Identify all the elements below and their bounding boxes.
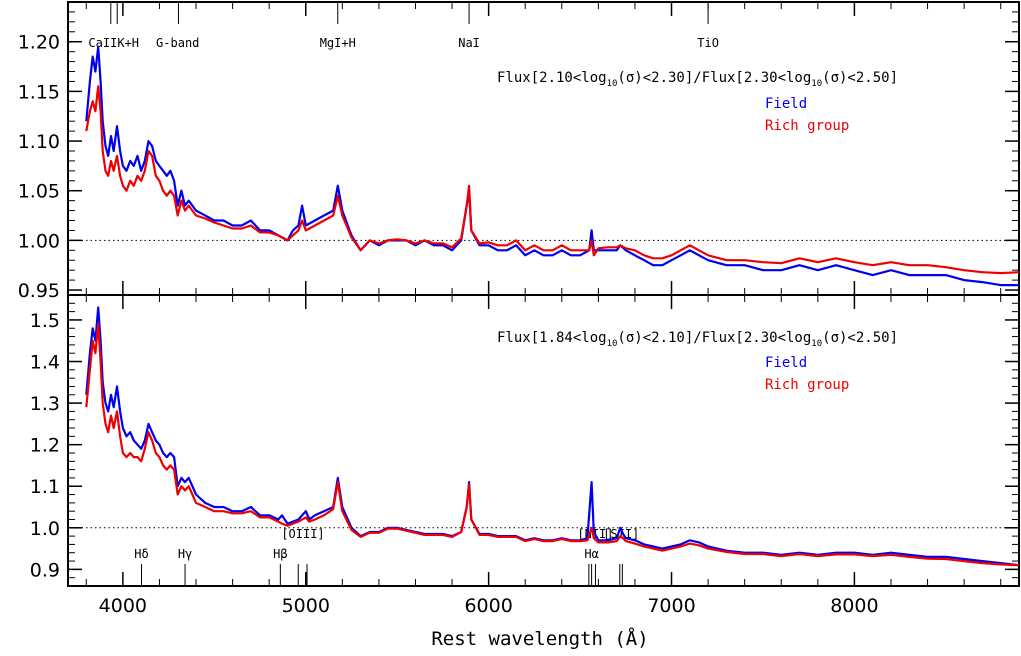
y-tick-label: 1.20 xyxy=(18,32,60,54)
feature-label: Hγ xyxy=(178,547,192,561)
feature-label: G-band xyxy=(156,36,199,50)
y-tick-label: 1.2 xyxy=(30,435,60,457)
y-tick-label: 1.0 xyxy=(30,518,60,540)
legend-field: Field xyxy=(765,96,807,112)
x-axis: 4000 5000 6000 7000 8000 Rest wavelength (Å) xyxy=(99,595,879,650)
feature-label: CaIIK+H xyxy=(88,36,139,50)
panel-frame xyxy=(67,294,1020,587)
feature-label: MgI+H xyxy=(320,36,356,50)
y-tick-label: 0.95 xyxy=(18,280,60,302)
legend-field: Field xyxy=(765,355,807,371)
feature-label: Hβ xyxy=(273,547,287,561)
legend-rich-group: Rich group xyxy=(765,118,849,134)
x-tick-label: 6000 xyxy=(464,595,512,617)
legend-rich-group: Rich group xyxy=(765,377,849,393)
y-tick-label: 1.15 xyxy=(18,81,60,103)
feature-label: [SII] xyxy=(603,527,639,541)
feature-label: [OIII] xyxy=(281,527,324,541)
y-tick-label: 1.05 xyxy=(18,181,60,203)
x-axis-label: Rest wavelength (Å) xyxy=(431,627,648,650)
feature-label: Hδ xyxy=(134,547,148,561)
series-line-field xyxy=(85,306,1020,567)
series-line-rich-group xyxy=(85,85,1020,275)
y-tick-label: 1.4 xyxy=(30,352,60,374)
x-tick-label: 5000 xyxy=(282,595,330,617)
ratio-label: Flux[2.10<log10(σ)<2.30]/Flux[2.30<log10… xyxy=(497,70,898,89)
y-tick-label: 0.9 xyxy=(30,559,60,581)
ratio-label: Flux[1.84<log10(σ)<2.10]/Flux[2.30<log10… xyxy=(497,330,898,349)
y-tick-label: 1.10 xyxy=(18,131,60,153)
top-panel: 0.95 1.00 1.05 1.10 1.15 1.20 CaIIK+H G-band MgI… xyxy=(18,1,1020,302)
feature-label: TiO xyxy=(697,36,719,50)
y-tick-label: 1.1 xyxy=(30,476,60,498)
y-tick-label: 1.5 xyxy=(30,310,60,332)
x-tick-label: 7000 xyxy=(647,595,695,617)
feature-label: NaI xyxy=(458,36,480,50)
x-tick-label: 8000 xyxy=(830,595,878,617)
x-tick-label: 4000 xyxy=(99,595,147,617)
series-line-rich-group xyxy=(85,323,1020,567)
y-tick-label: 1.00 xyxy=(18,230,60,252)
bottom-panel: 0.91.01.11.21.31.41.5Hδ Hγ Hβ[OIII]Hα[NII]… xyxy=(30,294,1020,587)
feature-label: Hα xyxy=(584,547,598,561)
y-tick-label: 1.3 xyxy=(30,393,60,415)
